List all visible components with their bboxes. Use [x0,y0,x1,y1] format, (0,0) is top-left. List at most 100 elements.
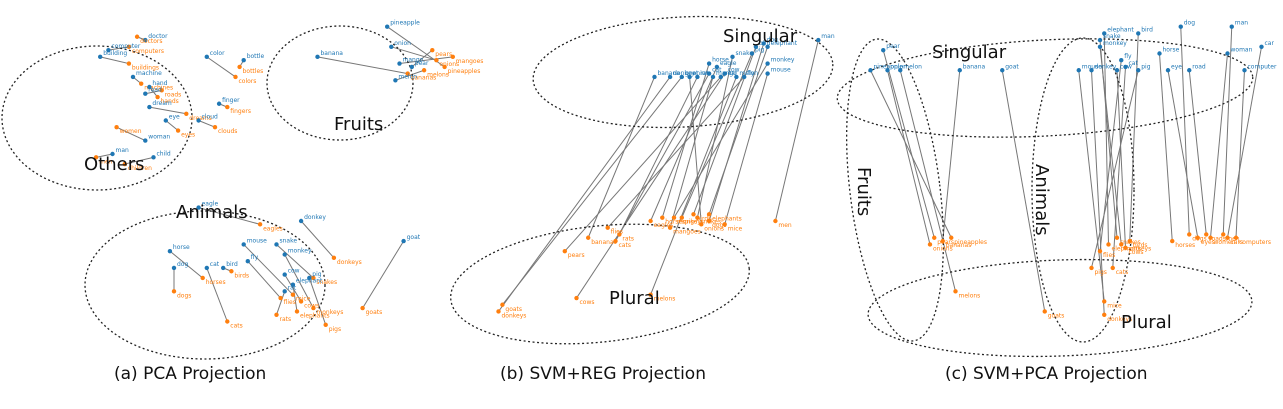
word-label-plural: flies [1103,252,1115,259]
word-label-singular: elephant [296,278,323,285]
word-label-plural: pigs [1095,269,1107,276]
group-ellipse-singular [532,15,834,129]
word-label-plural: monkeys [1124,245,1151,252]
word-label-plural: melons [427,71,449,78]
word-label-plural: goats [1048,312,1065,319]
word-label-plural: monkeys [316,309,343,316]
point-plural-elephants [294,309,300,314]
word-label-singular: eye [169,114,180,121]
word-label-plural: mangoes [673,229,701,236]
caption-b: (b) SVM+REG Projection [500,364,706,384]
word-label-plural: cats [1116,269,1128,276]
point-plural-melons [953,289,958,294]
word-label-plural: onions [439,61,459,68]
pair-link-banana [317,56,408,75]
point-singular-cat [706,71,712,76]
pair-link-cow [1116,70,1126,248]
point-plural-goats [360,305,365,311]
word-label-singular: melon [739,70,758,77]
group-label-fruits: Fruits [334,114,383,135]
word-label-singular: goat [1005,63,1019,70]
word-label-singular: dog [177,261,188,268]
point-plural-snakes [1114,235,1120,240]
point-plural-goats [1042,309,1047,314]
group-label-plural-c: Plural [1121,312,1172,333]
word-label-plural: snakes [700,219,721,226]
pair-link-elephant [292,284,298,312]
panel-c: pear pears pineapple pineapples onion onions m… [836,20,1277,358]
pair-link-fly [247,260,281,299]
point-plural-bananas [405,71,410,76]
point-singular-melon [734,74,739,80]
point-singular-goat [401,238,406,244]
word-label-plural: birds [234,272,249,279]
point-plural-bananas [586,235,591,240]
word-label-singular: snake [280,237,298,244]
point-singular-banana [315,54,320,60]
point-plural-horses [200,275,205,281]
point-singular-cat [1123,64,1128,70]
point-plural-clouds [212,125,218,130]
point-singular-banana [652,74,657,80]
point-plural-horses [1170,238,1175,244]
pair-link-pear [882,50,935,238]
group-ellipse-animals [84,210,326,360]
word-label-singular: elephant [1107,26,1134,33]
word-label-plural: cows [1129,249,1144,256]
point-singular-elephant [765,44,770,49]
word-label-singular: goat [407,234,421,241]
point-plural-dogs [1187,232,1192,237]
word-label-singular: donkey [1095,63,1117,70]
pair-link-computer [1235,70,1245,238]
point-singular-bird [753,44,759,49]
point-plural-roads [159,88,164,93]
word-label-plural: eyes [181,132,195,139]
word-label-plural: flies [611,229,623,236]
point-plural-mangoes [450,54,455,60]
point-plural-pears [562,248,567,254]
group-ellipse-fruits-c [845,38,945,342]
point-plural-men [93,155,99,160]
group-ellipse-plural [450,223,750,345]
word-label-plural: computers [1239,239,1271,246]
pair-link-cat [206,267,228,322]
word-label-singular: snake [736,50,754,57]
point-singular-dog [761,41,766,46]
word-label-plural: bottles [243,68,264,75]
point-singular-dog [171,265,177,271]
pair-link-mouse [1078,70,1105,302]
word-label-singular: car [1265,40,1275,47]
word-label-plural: clouds [218,128,237,135]
word-label-plural: children [128,165,152,172]
pair-link-horse [1159,53,1173,242]
point-plural-cats [225,319,230,324]
word-label-singular: monkey [288,248,312,255]
point-plural-pears [932,235,937,240]
point-singular-elephant [1102,31,1107,36]
pair-link-snake [276,244,314,279]
point-singular-elephant [290,282,296,287]
pair-link-pear [411,49,433,68]
point-plural-computers [1233,235,1239,240]
pair-link-melon [650,76,737,295]
pair-link-melon [395,69,425,81]
word-label-plural: pigs [329,326,341,333]
word-label-singular: dog [1184,20,1195,27]
pair-link-road [145,89,162,95]
pair-link-mouse [724,73,769,225]
word-label-singular: pig [312,271,321,278]
point-plural-pineapples [442,64,447,70]
word-label-plural: onions [933,245,953,252]
word-label-singular: mango [716,70,737,77]
point-plural-cows [574,295,579,301]
word-label-singular: donkey [673,70,695,77]
pair-link-eagle [198,207,261,225]
point-singular-man [816,37,821,43]
word-label-plural: birds [1133,242,1148,249]
point-plural-eagles [257,222,263,227]
point-plural-cars [1225,235,1230,240]
word-label-plural: cats [619,242,631,249]
word-label-plural: rats [622,235,634,242]
group-label-plural: Plural [609,288,660,309]
word-label-plural: donkeys [502,312,527,319]
